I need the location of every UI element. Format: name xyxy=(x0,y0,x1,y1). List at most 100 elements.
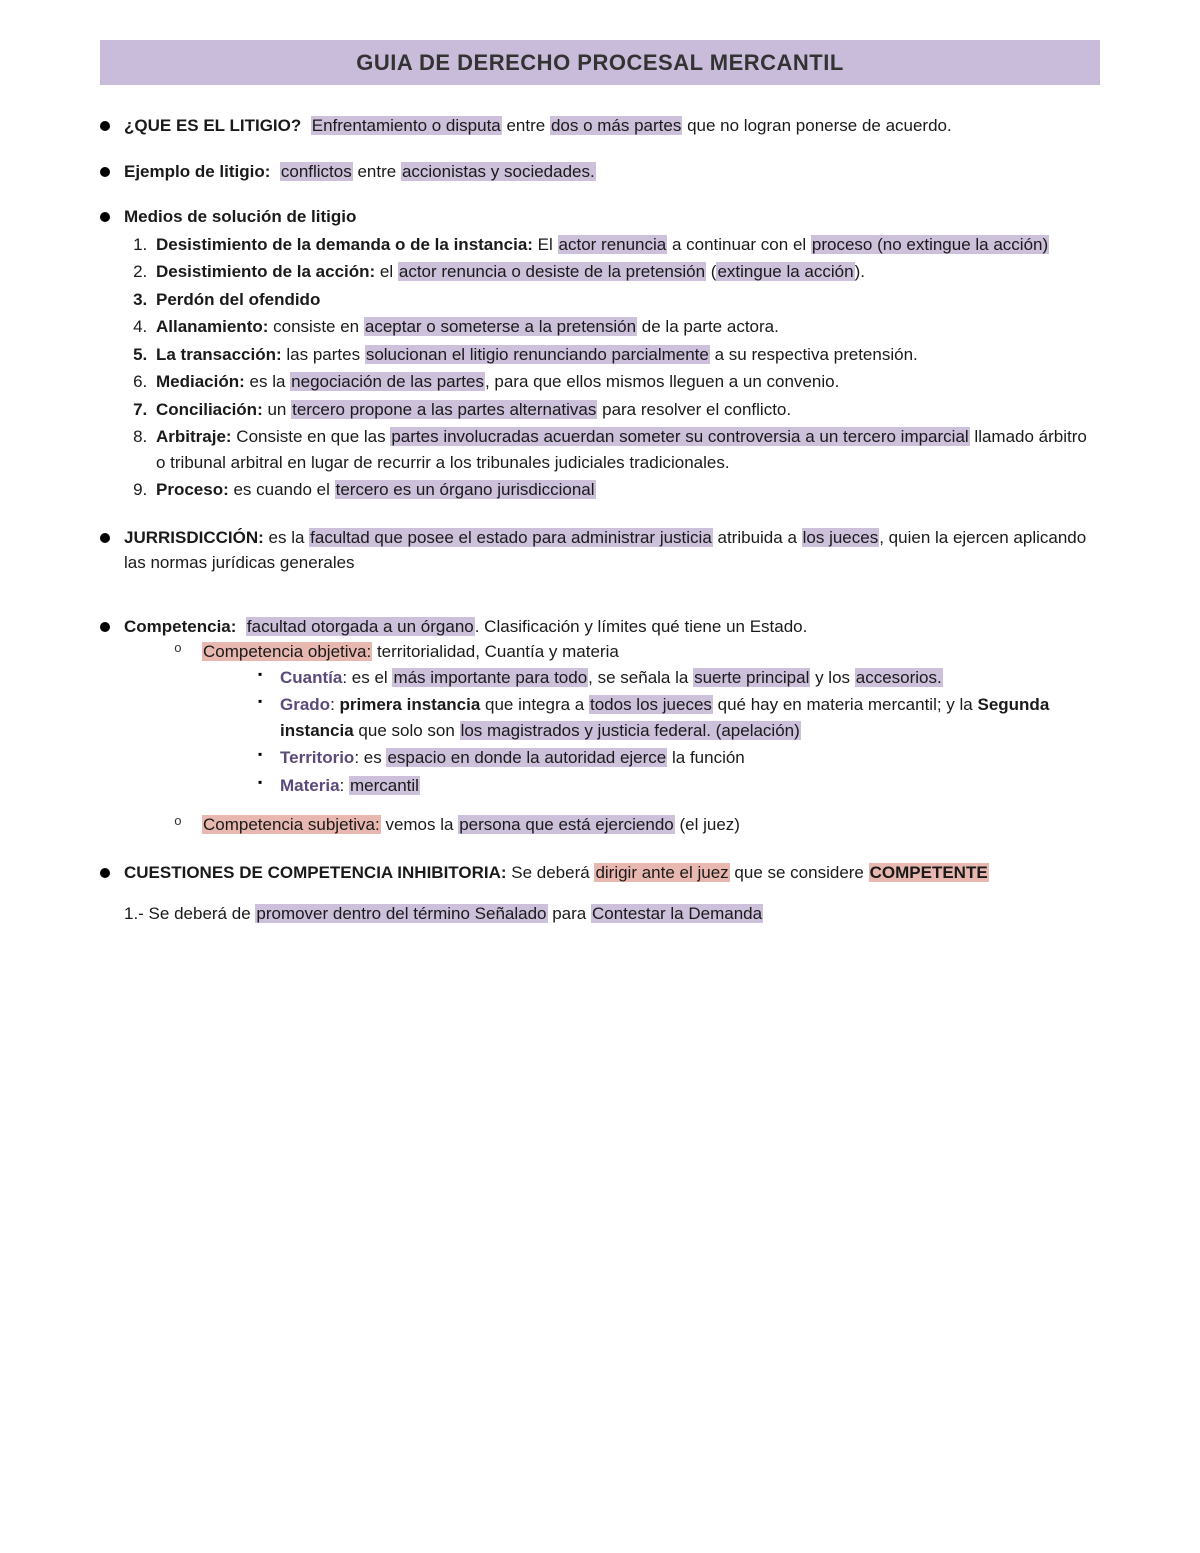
text: es la xyxy=(264,528,309,547)
bullet-icon xyxy=(100,622,110,632)
text: : xyxy=(330,695,339,714)
text: ). xyxy=(855,262,865,281)
bullet-body: JURRISDICCIÓN: es la facultad que posee … xyxy=(124,525,1100,576)
highlight: proceso (no extingue la acción) xyxy=(811,235,1049,254)
item-label: Desistimiento de la acción: xyxy=(156,262,375,281)
bullet-icon xyxy=(100,167,110,177)
label: Competencia: xyxy=(124,617,236,636)
highlight: actor renuncia xyxy=(558,235,668,254)
text: atribuida a xyxy=(713,528,802,547)
highlight: Enfrentamiento o disputa xyxy=(311,116,502,135)
highlight: negociación de las partes xyxy=(290,372,485,391)
highlight: espacio en donde la autoridad ejerce xyxy=(386,748,667,767)
text: que no logran ponerse de acuerdo. xyxy=(682,116,951,135)
text: la función xyxy=(667,748,745,767)
text: Consiste en que las xyxy=(232,427,391,446)
text: El xyxy=(533,235,558,254)
section-competencia: Competencia: facultad otorgada a un órga… xyxy=(100,614,1100,840)
highlight: partes involucradas acuerdan someter su … xyxy=(390,427,969,446)
item-label: Perdón del ofendido xyxy=(156,290,320,309)
text: 1.- Se deberá de xyxy=(124,904,255,923)
highlight: los jueces xyxy=(802,528,880,547)
text: que se considere xyxy=(730,863,869,882)
text: un xyxy=(263,400,291,419)
term-label: Grado xyxy=(280,695,330,714)
text: Se deberá xyxy=(507,863,595,882)
highlight: facultad que posee el estado para admini… xyxy=(309,528,713,547)
highlight: accesorios. xyxy=(855,668,943,687)
item-label: Mediación: xyxy=(156,372,245,391)
list-item: Cuantía: es el más importante para todo,… xyxy=(258,665,1100,691)
text: que integra a xyxy=(480,695,589,714)
text: de la parte actora. xyxy=(637,317,779,336)
section-jurisdiccion: JURRISDICCIÓN: es la facultad que posee … xyxy=(100,525,1100,576)
list-item: Mediación: es la negociación de las part… xyxy=(152,369,1100,395)
bold-text: primera instancia xyxy=(340,695,481,714)
text: que solo son xyxy=(354,721,460,740)
highlight: tercero propone a las partes alternativa… xyxy=(291,400,597,419)
highlight-rose: dirigir ante el juez xyxy=(594,863,729,882)
list-item: Perdón del ofendido xyxy=(152,287,1100,313)
list-item: La transacción: las partes solucionan el… xyxy=(152,342,1100,368)
text: a continuar con el xyxy=(667,235,811,254)
term-label: Cuantía xyxy=(280,668,342,687)
highlight-rose: COMPETENTE xyxy=(869,863,989,882)
list-item: Desistimiento de la demanda o de la inst… xyxy=(152,232,1100,258)
numbered-list: Desistimiento de la demanda o de la inst… xyxy=(124,232,1100,503)
highlight: facultad otorgada a un órgano xyxy=(246,617,475,636)
highlight: más importante para todo xyxy=(392,668,588,687)
list-item: Allanamiento: consiste en aceptar o some… xyxy=(152,314,1100,340)
text: el xyxy=(375,262,398,281)
bullet-body: CUESTIONES DE COMPETENCIA INHIBITORIA: S… xyxy=(124,860,1100,927)
page-title-banner: GUIA DE DERECHO PROCESAL MERCANTIL xyxy=(100,40,1100,85)
bullet-icon xyxy=(100,868,110,878)
bullet-body: Medios de solución de litigio Desistimie… xyxy=(124,204,1100,505)
highlight: mercantil xyxy=(349,776,420,795)
section-ejemplo: Ejemplo de litigio: conflictos entre acc… xyxy=(100,159,1100,185)
list-item: Materia: mercantil xyxy=(258,773,1100,799)
list-item: Competencia objetiva: territorialidad, C… xyxy=(174,639,1100,798)
text: , se señala la xyxy=(588,668,693,687)
highlight: todos los jueces xyxy=(589,695,713,714)
label: Medios de solución de litigio xyxy=(124,204,1100,230)
section-medios: Medios de solución de litigio Desistimie… xyxy=(100,204,1100,505)
label: ¿QUE ES EL LITIGIO? xyxy=(124,116,301,135)
sublist-o: Competencia subjetiva: vemos la persona … xyxy=(124,812,1100,838)
label: JURRISDICCIÓN: xyxy=(124,528,264,547)
text: es la xyxy=(245,372,290,391)
text: vemos la xyxy=(381,815,458,834)
highlight: promover dentro del término Señalado xyxy=(255,904,547,923)
highlight: aceptar o someterse a la pretensión xyxy=(364,317,637,336)
highlight: tercero es un órgano jurisdiccional xyxy=(335,480,596,499)
text: (el juez) xyxy=(675,815,740,834)
text: ( xyxy=(706,262,716,281)
text: qué hay en materia mercantil; y la xyxy=(713,695,978,714)
bullet-icon xyxy=(100,121,110,131)
text: para xyxy=(548,904,591,923)
term-label: Territorio xyxy=(280,748,354,767)
text: . Clasificación y límites qué tiene un E… xyxy=(475,617,808,636)
list-item: Desistimiento de la acción: el actor ren… xyxy=(152,259,1100,285)
bullet-body: Competencia: facultad otorgada a un órga… xyxy=(124,614,1100,840)
item-label: Allanamiento: xyxy=(156,317,268,336)
highlight: actor renuncia o desiste de la pretensió… xyxy=(398,262,706,281)
text: y los xyxy=(810,668,854,687)
sublist-sq: Cuantía: es el más importante para todo,… xyxy=(202,665,1100,799)
text: entre xyxy=(502,116,550,135)
list-item: Conciliación: un tercero propone a las p… xyxy=(152,397,1100,423)
bullet-icon xyxy=(100,212,110,222)
highlight-rose: Competencia objetiva: xyxy=(202,642,372,661)
term-label: Materia xyxy=(280,776,340,795)
highlight: los magistrados y justicia federal. (ape… xyxy=(460,721,801,740)
list-item: Proceso: es cuando el tercero es un órga… xyxy=(152,477,1100,503)
text: entre xyxy=(353,162,401,181)
text: , para que ellos mismos lleguen a un con… xyxy=(485,372,839,391)
highlight: suerte principal xyxy=(693,668,810,687)
highlight: extingue la acción xyxy=(716,262,854,281)
item-label: Arbitraje: xyxy=(156,427,232,446)
highlight-rose: Competencia subjetiva: xyxy=(202,815,381,834)
label: CUESTIONES DE COMPETENCIA INHIBITORIA: xyxy=(124,863,507,882)
paragraph: 1.- Se deberá de promover dentro del tér… xyxy=(124,901,1100,927)
item-label: Desistimiento de la demanda o de la inst… xyxy=(156,235,533,254)
highlight: accionistas y sociedades. xyxy=(401,162,596,181)
